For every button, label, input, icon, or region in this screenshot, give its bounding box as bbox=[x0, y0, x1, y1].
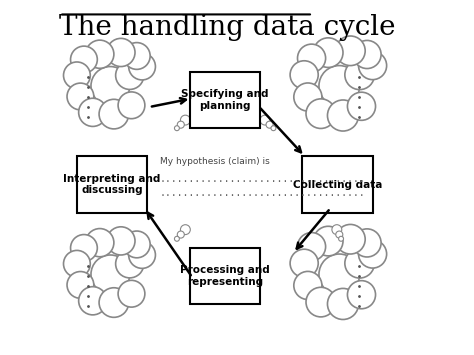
Text: ...................................: ................................... bbox=[160, 189, 365, 198]
Circle shape bbox=[294, 272, 322, 300]
FancyBboxPatch shape bbox=[190, 248, 260, 304]
Circle shape bbox=[116, 250, 144, 278]
Circle shape bbox=[86, 229, 114, 257]
Circle shape bbox=[174, 236, 179, 241]
FancyBboxPatch shape bbox=[190, 72, 260, 128]
Circle shape bbox=[177, 121, 184, 128]
Circle shape bbox=[336, 224, 365, 254]
Text: ...................................: ................................... bbox=[160, 174, 365, 184]
Text: Collecting data: Collecting data bbox=[293, 180, 382, 190]
Circle shape bbox=[290, 249, 318, 277]
Circle shape bbox=[99, 288, 128, 317]
Circle shape bbox=[290, 61, 318, 89]
Circle shape bbox=[67, 272, 94, 298]
Circle shape bbox=[353, 229, 381, 257]
Circle shape bbox=[79, 287, 107, 315]
Circle shape bbox=[91, 255, 130, 294]
Circle shape bbox=[328, 100, 358, 131]
Circle shape bbox=[338, 236, 344, 241]
Text: The handling data cycle: The handling data cycle bbox=[59, 14, 396, 41]
Circle shape bbox=[86, 40, 114, 68]
Circle shape bbox=[123, 43, 150, 69]
Circle shape bbox=[298, 233, 326, 261]
Circle shape bbox=[64, 250, 90, 277]
Circle shape bbox=[336, 36, 365, 66]
Circle shape bbox=[347, 281, 375, 309]
FancyBboxPatch shape bbox=[77, 156, 147, 213]
Circle shape bbox=[345, 248, 374, 278]
Circle shape bbox=[345, 60, 374, 89]
Circle shape bbox=[260, 115, 270, 125]
Circle shape bbox=[107, 38, 135, 66]
Circle shape bbox=[123, 231, 150, 258]
Circle shape bbox=[358, 51, 387, 80]
Circle shape bbox=[353, 40, 381, 69]
Circle shape bbox=[71, 46, 97, 73]
Circle shape bbox=[91, 66, 130, 105]
Circle shape bbox=[298, 44, 326, 72]
Circle shape bbox=[294, 83, 322, 111]
Circle shape bbox=[118, 280, 145, 307]
Circle shape bbox=[116, 61, 144, 89]
Circle shape bbox=[71, 235, 97, 261]
Circle shape bbox=[313, 38, 343, 67]
Circle shape bbox=[128, 53, 155, 80]
Circle shape bbox=[67, 83, 94, 110]
Circle shape bbox=[336, 231, 343, 238]
Circle shape bbox=[128, 242, 155, 268]
Circle shape bbox=[319, 254, 360, 295]
Circle shape bbox=[174, 126, 179, 131]
Text: Interpreting and
discussing: Interpreting and discussing bbox=[64, 174, 161, 195]
Circle shape bbox=[64, 62, 90, 89]
Circle shape bbox=[107, 227, 135, 255]
Circle shape bbox=[99, 99, 128, 129]
Circle shape bbox=[181, 115, 190, 125]
Circle shape bbox=[358, 240, 387, 268]
Text: Specifying and
planning: Specifying and planning bbox=[181, 89, 269, 111]
Text: My hypothesis (claim) is: My hypothesis (claim) is bbox=[160, 157, 269, 166]
Text: Processing and
representing: Processing and representing bbox=[180, 265, 270, 287]
Circle shape bbox=[181, 225, 190, 235]
Circle shape bbox=[79, 98, 107, 126]
FancyBboxPatch shape bbox=[302, 156, 373, 213]
Circle shape bbox=[177, 231, 184, 238]
Circle shape bbox=[347, 92, 375, 120]
Circle shape bbox=[306, 99, 336, 129]
Circle shape bbox=[271, 126, 276, 131]
Circle shape bbox=[332, 225, 342, 235]
Circle shape bbox=[306, 287, 336, 317]
Circle shape bbox=[266, 121, 273, 128]
Circle shape bbox=[118, 92, 145, 119]
Circle shape bbox=[313, 226, 343, 256]
Circle shape bbox=[319, 66, 360, 106]
Circle shape bbox=[328, 288, 358, 320]
